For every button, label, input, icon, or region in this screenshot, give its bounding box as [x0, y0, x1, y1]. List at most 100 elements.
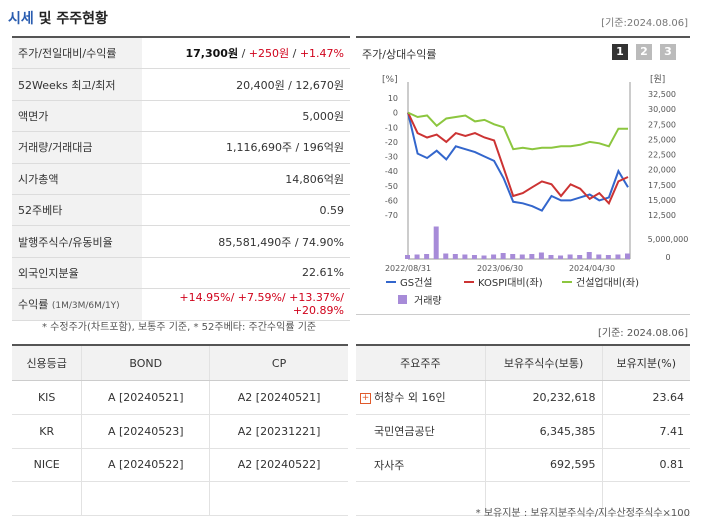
stock-row-label: 52Weeks 최고/최저 — [18, 78, 116, 92]
holder-row: 자사주 692,595 0.81 — [356, 448, 690, 483]
holder-shares — [484, 481, 603, 517]
stock-row-label: 수익률 — [18, 298, 49, 312]
stock-row: 외국인지분율 22.61% — [12, 257, 350, 290]
volume-bar — [586, 252, 592, 259]
stock-row-sublabel: (1M/3M/6M/1Y) — [51, 301, 120, 312]
stock-row-value: 0.59 — [319, 203, 345, 217]
header-date: [기준:2024.08.06] — [601, 18, 688, 29]
title-rest: 및 주주현황 — [33, 11, 108, 27]
volume-bar — [567, 254, 573, 259]
left-tick-label: 0 — [393, 109, 398, 118]
stock-row: 시가총액 14,806억원 — [12, 163, 350, 195]
left-tick-label: -20 — [385, 138, 398, 147]
holder-name: 국민연금공단 — [374, 425, 435, 439]
holder-header-name: 주요주주 — [356, 345, 486, 381]
stock-row-label: 발행주식수/유동비율 — [18, 235, 113, 249]
holder-ratio: 23.64 — [601, 380, 690, 415]
volume-bar — [433, 226, 439, 259]
grade-row: KR A [20240523] A2 [20231221] — [12, 414, 348, 449]
expand-plus-icon[interactable]: + — [360, 392, 371, 404]
stock-row-label: 주가/전일대비/수익률 — [18, 47, 117, 61]
grade-row — [12, 481, 348, 517]
volume-bar — [510, 254, 516, 259]
credit-grade-table: 신용등급 BOND CP KIS A [20240521] A2 [20240521… — [12, 344, 348, 517]
holder-ratio: 0.81 — [601, 448, 690, 483]
holder-name[interactable]: 허창수 외 16인 — [374, 391, 446, 405]
volume-tick-label: 0 — [665, 253, 670, 262]
grade-cp — [209, 481, 348, 517]
stock-row: 수익률 (1M/3M/6M/1Y) +14.95%/ +7.59%/ +13.37… — [12, 288, 350, 321]
relative-return-chart: [%] [원] 10 0 -10 -20 -30 -40 -50 -60 -70 32,500 30,0… — [382, 74, 689, 307]
stock-row: 액면가 5,000원 — [12, 100, 350, 133]
holders-footnote: * 보유지분 : 보유지분주식수/지수산정주식수×100 — [475, 508, 690, 519]
legend-label: 건설업대비(좌) — [576, 276, 639, 289]
stock-row: 주가/전일대비/수익률 17,300원 / +250원 / +1.47% — [12, 37, 350, 70]
stock-row-value: 22.61% — [302, 266, 344, 280]
left-tick-label: -60 — [385, 196, 398, 205]
grade-agency: NICE — [12, 448, 82, 483]
volume-bar — [625, 253, 630, 259]
chart-title: 주가/상대수익률 — [362, 48, 437, 61]
stock-row-value: 85,581,490주 / 74.90% — [218, 235, 344, 249]
x-tick-label: 2023/06/30 — [477, 264, 523, 273]
chart-panel: 주가/상대수익률 1 2 3 [%] [원] 10 0 -10 -20 -30 -40 -50 -… — [356, 36, 690, 315]
stock-change: +250원 — [248, 47, 290, 61]
holder-shares: 20,232,618 — [484, 380, 603, 415]
stock-row-label: 52주베타 — [18, 204, 63, 218]
left-tick-label: -30 — [385, 153, 398, 162]
holder-ratio — [601, 481, 690, 517]
chart-date: [기준: 2024.08.06] — [597, 328, 688, 339]
volume-bar — [424, 254, 430, 259]
chart-page-3-button[interactable]: 3 — [660, 44, 676, 60]
grade-row: KIS A [20240521] A2 [20240521] — [12, 380, 348, 415]
volume-bar — [615, 254, 621, 259]
grade-bond: A [20240522] — [81, 448, 210, 483]
x-tick-label: 2022/08/31 — [385, 264, 431, 273]
volume-bar — [443, 253, 449, 259]
stock-sep: / — [289, 47, 300, 61]
chart-page-2-button[interactable]: 2 — [636, 44, 652, 60]
volume-bar — [529, 254, 535, 259]
volume-bar — [519, 254, 525, 259]
right-tick-label: 22,500 — [648, 151, 676, 160]
chart-page-1-button[interactable]: 1 — [612, 44, 628, 60]
right-tick-label: 12,500 — [648, 211, 676, 220]
stock-row-value: 14,806억원 — [285, 172, 344, 186]
holder-header-shares: 보유주식수(보통) — [484, 345, 603, 381]
volume-bar — [558, 255, 564, 259]
right-tick-label: 20,000 — [648, 166, 676, 175]
right-tick-label: 30,000 — [648, 105, 676, 114]
volume-tick-label: 5,000,000 — [648, 235, 689, 244]
grade-bond: A [20240523] — [81, 414, 210, 449]
left-tick-label: -40 — [385, 167, 398, 176]
stock-row: 52주베타 0.59 — [12, 194, 350, 227]
series-line-2 — [407, 111, 628, 151]
volume-bar — [471, 255, 477, 259]
grade-row: NICE A [20240522] A2 [20240522] — [12, 448, 348, 483]
stock-row: 발행주식수/유동비율 85,581,490주 / 74.90% — [12, 225, 350, 258]
volume-bar — [596, 254, 602, 259]
right-tick-label: 15,000 — [648, 196, 676, 205]
left-tick-label: -10 — [385, 123, 398, 132]
volume-bar — [452, 254, 458, 259]
series-line-1 — [407, 112, 629, 206]
volume-bar — [481, 255, 487, 259]
grade-agency: KIS — [12, 380, 82, 415]
stock-rate: +1.47% — [299, 47, 344, 61]
holder-shares: 6,345,385 — [484, 414, 603, 449]
holder-row: 국민연금공단 6,345,385 7.41 — [356, 414, 690, 449]
volume-bar — [577, 255, 583, 259]
right-axis-unit: [원] — [650, 74, 665, 85]
stock-row-label: 거래량/거래대금 — [18, 141, 93, 155]
holder-header-ratio: 보유지분(%) — [601, 345, 690, 381]
holder-ratio: 7.41 — [601, 414, 690, 449]
grade-cp: A2 [20240521] — [209, 380, 348, 415]
holder-row — [356, 481, 690, 517]
left-tick-label: -70 — [385, 211, 398, 220]
right-tick-label: 27,500 — [648, 120, 676, 129]
volume-bar — [500, 253, 506, 259]
x-tick-label: 2024/04/30 — [569, 264, 615, 273]
stock-row-value: +14.95%/ +7.59%/ +13.37%/ +20.89% — [179, 291, 344, 318]
stock-row: 거래량/거래대금 1,116,690주 / 196억원 — [12, 131, 350, 164]
stock-sep: / — [238, 47, 249, 61]
